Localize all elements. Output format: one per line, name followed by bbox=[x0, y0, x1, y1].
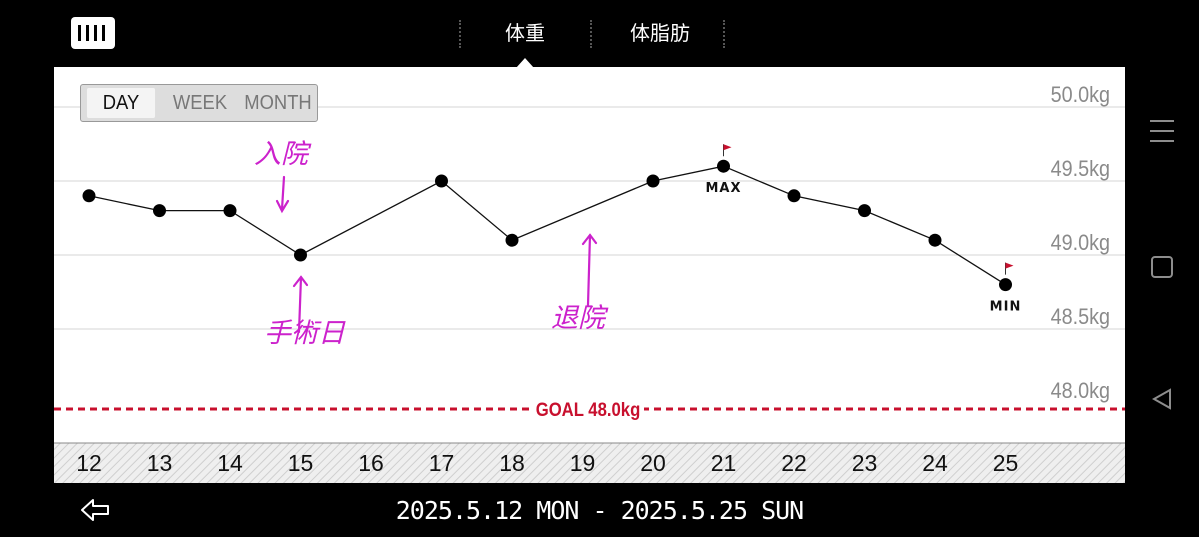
x-tick-label: 23 bbox=[852, 450, 878, 476]
y-tick-label: 49.5kg bbox=[1051, 157, 1110, 181]
range-month-button[interactable]: MONTH bbox=[244, 92, 312, 114]
x-tick-label: 18 bbox=[499, 450, 525, 476]
data-point bbox=[153, 204, 166, 218]
range-week-button[interactable]: WEEK bbox=[172, 92, 228, 114]
x-tick-label: 19 bbox=[570, 450, 596, 476]
min-flag-icon bbox=[1005, 262, 1014, 269]
tab-separator bbox=[723, 20, 725, 48]
back-arrow-icon[interactable] bbox=[80, 497, 110, 523]
data-point bbox=[787, 189, 801, 203]
annotation-text: 手術日 bbox=[264, 318, 346, 349]
range-toggle: DAY WEEK MONTH bbox=[80, 84, 318, 122]
x-tick-label: 13 bbox=[147, 450, 173, 476]
x-tick-label: 25 bbox=[993, 450, 1019, 476]
data-point bbox=[505, 233, 519, 247]
x-tick-label: 12 bbox=[76, 450, 102, 476]
data-point bbox=[435, 174, 448, 188]
x-tick-label: 22 bbox=[781, 450, 807, 476]
x-tick-label: 17 bbox=[429, 450, 455, 476]
x-tick-label: 14 bbox=[217, 450, 243, 476]
data-point bbox=[294, 248, 307, 262]
goal-label-background bbox=[532, 395, 644, 423]
tab-body-fat[interactable]: 体脂肪 bbox=[630, 21, 690, 45]
data-point bbox=[82, 189, 96, 203]
menu-icon[interactable] bbox=[1150, 120, 1174, 150]
range-day-button[interactable]: DAY bbox=[86, 88, 156, 118]
x-tick-label: 21 bbox=[711, 450, 737, 476]
date-range-label: 2025.5.12 MON - 2025.5.25 SUN bbox=[395, 496, 805, 525]
x-tick-label: 15 bbox=[288, 450, 314, 476]
tab-separator bbox=[459, 20, 461, 48]
x-axis-band bbox=[54, 443, 1125, 483]
x-tick-label: 16 bbox=[358, 450, 384, 476]
active-tab-indicator bbox=[516, 58, 534, 68]
tab-separator bbox=[590, 20, 592, 48]
annotation-text: 退院 bbox=[551, 303, 609, 334]
annotation-arrow bbox=[292, 275, 309, 334]
tab-weight[interactable]: 体重 bbox=[505, 21, 545, 45]
data-point bbox=[646, 174, 660, 188]
y-tick-label: 49.0kg bbox=[1051, 231, 1110, 255]
chart-panel: 50.0kg 49.5kg 49.0kg 48.5kg 48.0kg GOAL 48.0… bbox=[54, 67, 1125, 483]
y-tick-label: 48.0kg bbox=[1051, 379, 1110, 403]
annotation-arrow bbox=[581, 233, 598, 307]
data-point bbox=[717, 159, 730, 173]
app-logo-icon[interactable] bbox=[71, 17, 115, 49]
annotation-text: 入院 bbox=[254, 139, 312, 170]
annotation-arrow bbox=[275, 175, 290, 214]
weight-series-line bbox=[88, 165, 1006, 286]
data-point bbox=[928, 233, 942, 247]
y-tick-label: 50.0kg bbox=[1051, 83, 1110, 107]
x-tick-label: 20 bbox=[640, 450, 666, 476]
data-point bbox=[999, 278, 1012, 292]
max-label: MAX bbox=[705, 181, 741, 196]
home-square-icon[interactable] bbox=[1151, 256, 1173, 278]
x-tick-label: 24 bbox=[922, 450, 948, 476]
min-label: MIN bbox=[990, 300, 1022, 315]
weight-chart: 50.0kg 49.5kg 49.0kg 48.5kg 48.0kg GOAL 48.0… bbox=[54, 83, 1125, 483]
data-point bbox=[223, 204, 237, 218]
y-tick-label: 48.5kg bbox=[1051, 305, 1110, 329]
data-point bbox=[858, 204, 871, 218]
max-flag-icon bbox=[723, 144, 732, 151]
goal-label: GOAL 48.0kg bbox=[536, 399, 641, 420]
back-triangle-icon[interactable] bbox=[1152, 388, 1172, 410]
